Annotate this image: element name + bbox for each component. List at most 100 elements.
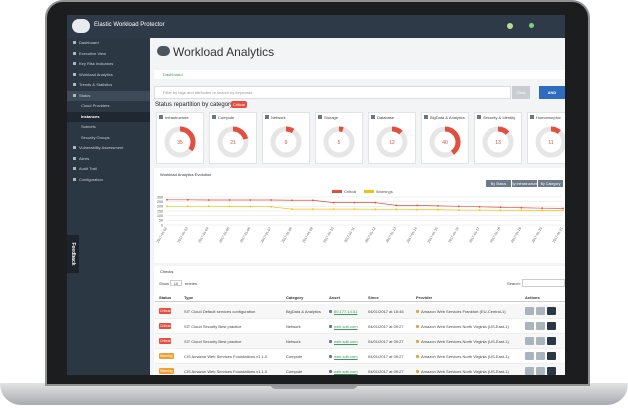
menu-item[interactable]: Status bbox=[79, 92, 91, 98]
menu-item[interactable]: Audit Trail bbox=[79, 166, 97, 171]
card-label: Network bbox=[271, 115, 286, 120]
cell: 04/01/2017 at 09:27 bbox=[368, 339, 404, 344]
menu-item[interactable]: Trends & Statistics bbox=[79, 82, 113, 87]
action-button[interactable] bbox=[536, 352, 545, 360]
cell-icon bbox=[329, 355, 332, 358]
column-header[interactable]: Asset bbox=[329, 295, 340, 300]
cell[interactable]: web.sdb.com bbox=[334, 324, 358, 329]
cell: 04/01/2017 at 09:27 bbox=[368, 324, 404, 329]
card-icon bbox=[371, 115, 375, 119]
top-bar bbox=[67, 15, 565, 38]
cell: Network bbox=[286, 324, 301, 329]
action-button[interactable] bbox=[547, 307, 556, 315]
action-button[interactable] bbox=[536, 367, 545, 375]
user-icon[interactable] bbox=[507, 23, 513, 29]
clear-button[interactable]: Clear bbox=[512, 86, 530, 99]
chart-title: Workload Analytics Evolution bbox=[160, 172, 212, 177]
cell: Compute bbox=[286, 369, 303, 374]
action-button[interactable] bbox=[536, 337, 545, 345]
cell: 04/01/2017 at 09:27 bbox=[368, 354, 404, 359]
cell: Compute bbox=[286, 354, 303, 359]
card-icon bbox=[212, 115, 216, 119]
menu-icon bbox=[73, 156, 76, 160]
menu-item[interactable]: Dashboard bbox=[79, 40, 99, 45]
menu-item[interactable]: Workload Analytics bbox=[79, 71, 113, 77]
cell-icon bbox=[416, 310, 419, 313]
cell[interactable]: web.sdb.com bbox=[334, 339, 358, 344]
status-badge: Warning bbox=[159, 368, 174, 374]
card-label: Storage bbox=[324, 115, 339, 120]
breadcrumb[interactable]: Dashboard bbox=[163, 72, 183, 77]
cell: Amazon Web Services Frankfurt (EU-Centra… bbox=[421, 309, 506, 314]
menu-item[interactable]: Subnets bbox=[81, 124, 96, 129]
action-button[interactable] bbox=[547, 322, 556, 330]
action-button[interactable] bbox=[536, 307, 545, 315]
card-icon bbox=[159, 115, 163, 119]
title-icon bbox=[157, 46, 170, 56]
show-label: Show bbox=[159, 281, 170, 286]
table-search[interactable] bbox=[522, 279, 565, 287]
action-button[interactable] bbox=[547, 367, 556, 375]
card-label: Infrastructure bbox=[165, 115, 189, 120]
search-label: Search: bbox=[507, 281, 521, 286]
action-button[interactable] bbox=[525, 352, 534, 360]
search-box[interactable] bbox=[154, 86, 511, 99]
card-icon bbox=[477, 115, 481, 119]
cell: Amazon Web Services North Virginia (US-E… bbox=[421, 339, 509, 344]
menu-item[interactable]: Key Risk Indicators bbox=[79, 61, 114, 66]
brand-logo bbox=[72, 19, 90, 33]
menu-item[interactable]: Vulnerability Assessment bbox=[79, 145, 124, 150]
cell: Network bbox=[286, 339, 301, 344]
menu-item[interactable]: Security Groups bbox=[81, 134, 110, 140]
and-button[interactable]: AND bbox=[539, 86, 565, 99]
card-icon bbox=[318, 115, 322, 119]
cell: BigData & Analytics bbox=[286, 309, 321, 314]
cell[interactable]: web.sdb.com bbox=[334, 354, 358, 359]
menu-item[interactable]: Alerts bbox=[79, 155, 90, 161]
cell: Amazon Web Services North Virginia (US-E… bbox=[421, 354, 509, 359]
card-label: Compute bbox=[218, 115, 235, 120]
action-button[interactable] bbox=[525, 307, 534, 315]
action-button[interactable] bbox=[525, 367, 534, 375]
card-icon bbox=[424, 115, 428, 119]
column-header[interactable]: Actions bbox=[525, 295, 540, 300]
column-header[interactable]: Since bbox=[368, 295, 379, 300]
action-button[interactable] bbox=[547, 352, 556, 360]
cell-icon bbox=[329, 325, 332, 328]
column-header[interactable]: Type bbox=[184, 295, 194, 300]
cell[interactable]: web.sdb.com bbox=[334, 369, 358, 374]
entries-label: entries bbox=[185, 281, 198, 286]
sidebar-menu: Dashboard Executive View Key Risk Indicato… bbox=[67, 40, 150, 240]
menu-item[interactable]: Executive View bbox=[79, 50, 107, 56]
menu-item[interactable]: Cloud Providers bbox=[81, 103, 110, 108]
column-header[interactable]: Category bbox=[286, 295, 304, 300]
column-header[interactable]: Status bbox=[159, 295, 172, 300]
status-badge: Warning bbox=[159, 353, 174, 359]
action-button[interactable] bbox=[525, 337, 534, 345]
cell-icon bbox=[416, 325, 419, 328]
feedback-tab[interactable] bbox=[67, 235, 79, 273]
card-label: Database bbox=[377, 115, 395, 120]
screen: Elastic Workload Protector Dashboard Exec… bbox=[67, 15, 565, 375]
cell: Amazon Web Services North Virginia (US-E… bbox=[421, 369, 509, 374]
cell: SIT Cloud Default services configuration bbox=[184, 309, 256, 314]
action-button[interactable] bbox=[547, 337, 556, 345]
menu-icon bbox=[73, 51, 76, 55]
column-header[interactable]: Provider bbox=[416, 295, 433, 300]
breadcrumb-bar bbox=[154, 70, 565, 79]
menu-item[interactable]: Instances bbox=[81, 113, 100, 119]
cell-icon bbox=[416, 370, 419, 373]
menu-item[interactable]: Configuration bbox=[79, 176, 103, 182]
action-button[interactable] bbox=[536, 322, 545, 330]
cell[interactable]: 80.177.14.51 bbox=[334, 309, 358, 314]
action-button[interactable] bbox=[525, 322, 534, 330]
row-bg bbox=[155, 304, 565, 319]
status-badge: Critical bbox=[159, 323, 172, 329]
settings-icon[interactable] bbox=[529, 23, 534, 28]
entries-select[interactable]: 10 bbox=[170, 280, 182, 286]
status-badge: Critical bbox=[231, 101, 248, 108]
cell-icon bbox=[329, 310, 332, 313]
open-item-bg bbox=[67, 90, 150, 101]
